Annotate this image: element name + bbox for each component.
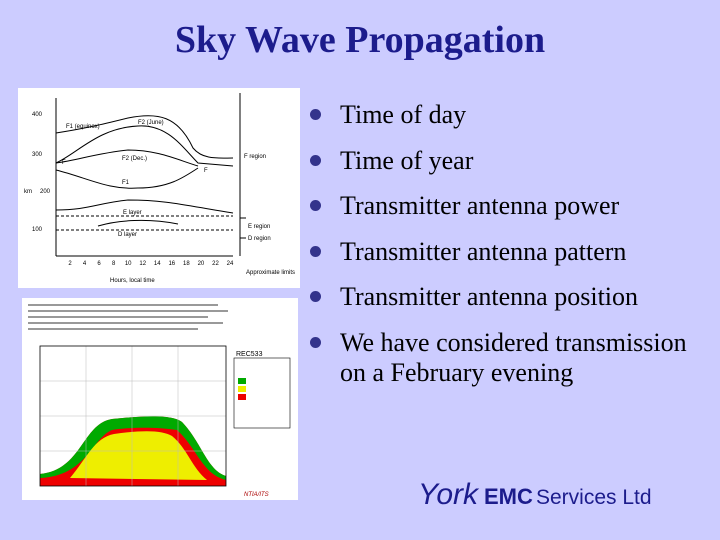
bullet-item: We have considered transmission on a Feb…	[308, 328, 713, 388]
bullet-list: Time of day Time of year Transmitter ant…	[308, 100, 713, 403]
logo: York EMC Services Ltd	[418, 478, 652, 511]
layer-label: F2 (June)	[138, 120, 164, 126]
logo-york: York	[418, 478, 480, 511]
region-label: D region	[248, 236, 271, 242]
height-label: 300	[32, 152, 43, 158]
layer-label: F	[62, 160, 66, 166]
hour-label: 22	[212, 261, 219, 267]
layer-label: F2 (Dec.)	[122, 156, 147, 162]
hour-label: 18	[183, 261, 190, 267]
height-label: 400	[32, 112, 43, 118]
hour-label: 12	[139, 261, 146, 267]
region-label: E region	[248, 224, 270, 230]
layer-label: F	[204, 168, 208, 174]
bullet-item: Transmitter antenna pattern	[308, 237, 713, 267]
hour-label: 16	[168, 261, 175, 267]
slide-title: Sky Wave Propagation	[174, 19, 546, 61]
hour-label: 24	[227, 261, 234, 267]
region-label: F region	[244, 154, 266, 160]
model-label: REC533	[236, 351, 263, 358]
logo-services: Services Ltd	[536, 486, 652, 509]
hour-label: 4	[83, 261, 87, 267]
hour-label: 8	[112, 261, 116, 267]
layer-label: F1 (equinox)	[66, 124, 100, 130]
height-label: 200	[40, 189, 51, 195]
source-label: NTIA/ITS	[244, 492, 269, 498]
layer-label: E layer	[123, 210, 142, 216]
region-label: Approximate limits	[246, 270, 295, 276]
height-unit: km	[24, 189, 32, 195]
height-label: 100	[32, 227, 43, 233]
bullet-item: Transmitter antenna position	[308, 282, 713, 312]
hour-label: 2	[68, 261, 72, 267]
hour-label: 10	[125, 261, 132, 267]
prediction-figure: REC533 NTIA/ITS	[22, 298, 298, 500]
bullet-item: Transmitter antenna power	[308, 191, 713, 221]
layer-label: F1	[122, 180, 130, 186]
bullet-item: Time of day	[308, 100, 713, 130]
hour-label: 20	[198, 261, 205, 267]
logo-emc: EMC	[484, 484, 533, 509]
ionosphere-figure: 400 300 200 100 km F1 (equinox) F2 (June…	[18, 88, 300, 288]
bullet-item: Time of year	[308, 146, 713, 176]
hour-label: 14	[154, 261, 161, 267]
hour-label: 6	[97, 261, 101, 267]
x-axis-label: Hours, local time	[110, 278, 155, 284]
layer-label: D layer	[118, 232, 137, 238]
